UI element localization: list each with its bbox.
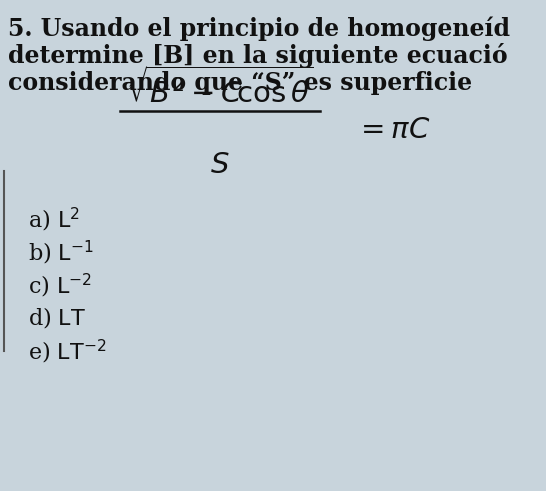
Text: $\sqrt{B^2 - C\!\cos\theta}$: $\sqrt{B^2 - C\!\cos\theta}$ <box>126 67 314 109</box>
Text: considerando que “S” es superficie: considerando que “S” es superficie <box>8 71 472 95</box>
Text: determine [B] en la siguiente ecuació: determine [B] en la siguiente ecuació <box>8 43 508 68</box>
Text: c) $\mathrm{L}^{-2}$: c) $\mathrm{L}^{-2}$ <box>28 272 92 300</box>
Text: e) $\mathrm{LT}^{-2}$: e) $\mathrm{LT}^{-2}$ <box>28 338 106 366</box>
Text: a) $\mathrm{L}^{2}$: a) $\mathrm{L}^{2}$ <box>28 206 80 234</box>
Text: 5. Usando el principio de homogeneíd: 5. Usando el principio de homogeneíd <box>8 16 510 40</box>
Text: d) $\mathrm{LT}$: d) $\mathrm{LT}$ <box>28 305 86 330</box>
Text: b) $\mathrm{L}^{-1}$: b) $\mathrm{L}^{-1}$ <box>28 239 94 267</box>
Text: $S$: $S$ <box>210 151 230 179</box>
Text: $= \pi C$: $= \pi C$ <box>355 116 431 144</box>
